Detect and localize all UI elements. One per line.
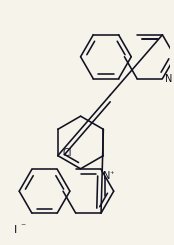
- Text: ⁺: ⁺: [110, 170, 114, 179]
- Text: I: I: [14, 225, 18, 235]
- Text: N: N: [103, 171, 110, 181]
- Text: N: N: [165, 74, 173, 84]
- Text: Cl: Cl: [63, 148, 72, 158]
- Text: ⁻: ⁻: [20, 222, 25, 232]
